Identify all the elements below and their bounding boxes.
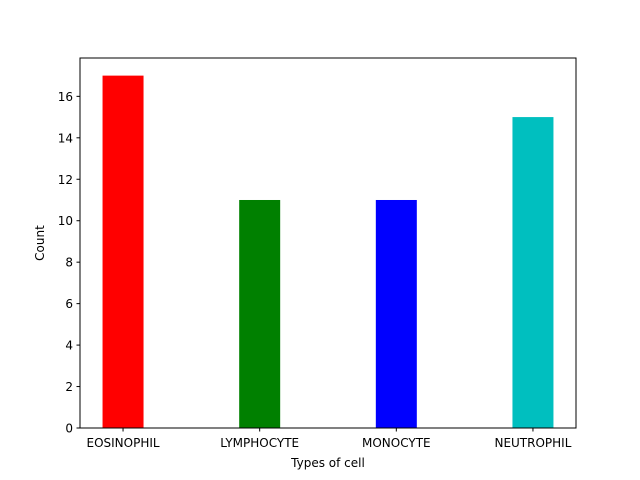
x-tick-label: EOSINOPHIL [86,436,159,450]
bar-monocyte [375,199,417,428]
x-tick-label: NEUTROPHIL [494,436,571,450]
bar-lymphocyte [239,199,281,428]
y-axis-label: Count [33,225,47,261]
bars-group [102,75,554,429]
x-axis-label: Types of cell [290,456,365,470]
bar-neutrophil [512,117,554,429]
y-tick-label: 10 [58,214,73,228]
y-tick-label: 0 [65,422,73,436]
y-axis-ticks: 0 2 4 6 8 10 12 14 16 [58,90,80,436]
y-tick-label: 16 [58,90,73,104]
x-axis-ticks: EOSINOPHIL LYMPHOCYTE MONOCYTE NEUTROPHIL [86,428,572,450]
y-tick-label: 14 [58,131,73,145]
x-tick-label: MONOCYTE [362,436,431,450]
y-tick-label: 12 [58,173,73,187]
bar-eosinophil [102,75,144,428]
y-tick-label: 8 [65,256,73,270]
y-tick-label: 2 [65,380,73,394]
y-tick-label: 4 [65,339,73,353]
y-tick-label: 6 [65,297,73,311]
x-tick-label: LYMPHOCYTE [220,436,299,450]
plot-frame [79,57,577,429]
